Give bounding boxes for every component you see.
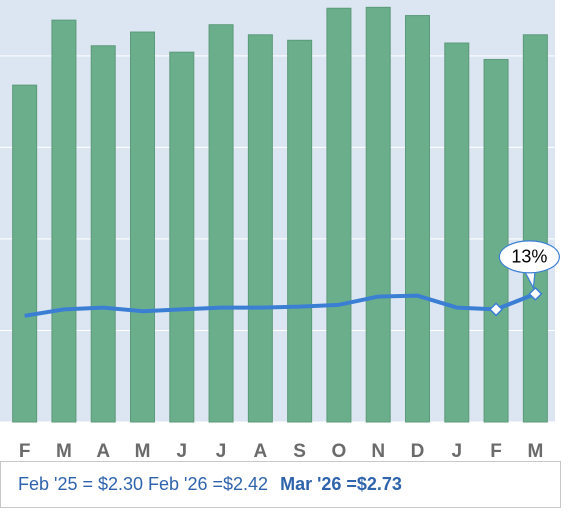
x-tick-label: O — [332, 441, 347, 462]
annotation: 13% — [511, 247, 547, 267]
caption-text: Feb '25 = $2.30 Feb '26 =$2.42 — [18, 474, 268, 494]
x-tick-label: A — [96, 441, 110, 462]
bar — [247, 34, 273, 423]
bar — [287, 39, 313, 423]
x-tick-label: M — [527, 441, 543, 462]
bar — [90, 45, 116, 423]
line — [24, 291, 537, 318]
caption-highlight: Mar '26 =$2.73 — [280, 474, 402, 494]
x-tick-label: A — [253, 441, 267, 462]
point-marker — [489, 302, 504, 317]
caption-box — [0, 461, 561, 508]
x-tick-label: J — [451, 441, 462, 462]
plot-background — [0, 0, 555, 422]
x-tick-label: F — [19, 441, 31, 462]
callout — [498, 240, 560, 274]
bar — [483, 59, 509, 423]
x-tick-label: D — [411, 441, 425, 462]
bar — [208, 24, 234, 423]
point-marker — [528, 286, 543, 301]
x-tick-label: J — [176, 441, 187, 462]
bar — [51, 19, 77, 423]
x-tick-label: S — [293, 441, 306, 462]
x-tick-label: M — [56, 441, 72, 462]
bar — [405, 15, 430, 423]
bar — [326, 7, 352, 423]
x-tick-label: F — [490, 441, 502, 462]
caption: Feb '25 = $2.30 Feb '26 =$2.42 Mar '26 =$… — [18, 474, 402, 494]
bar — [365, 6, 391, 423]
bar — [12, 84, 38, 423]
callout-pointer — [522, 268, 536, 290]
bar — [130, 31, 155, 423]
bar — [169, 51, 195, 423]
x-tick-label: J — [216, 441, 227, 462]
x-tick-label: N — [371, 441, 385, 462]
bar — [444, 42, 470, 423]
bar — [522, 34, 548, 423]
x-tick-label: M — [135, 441, 151, 462]
